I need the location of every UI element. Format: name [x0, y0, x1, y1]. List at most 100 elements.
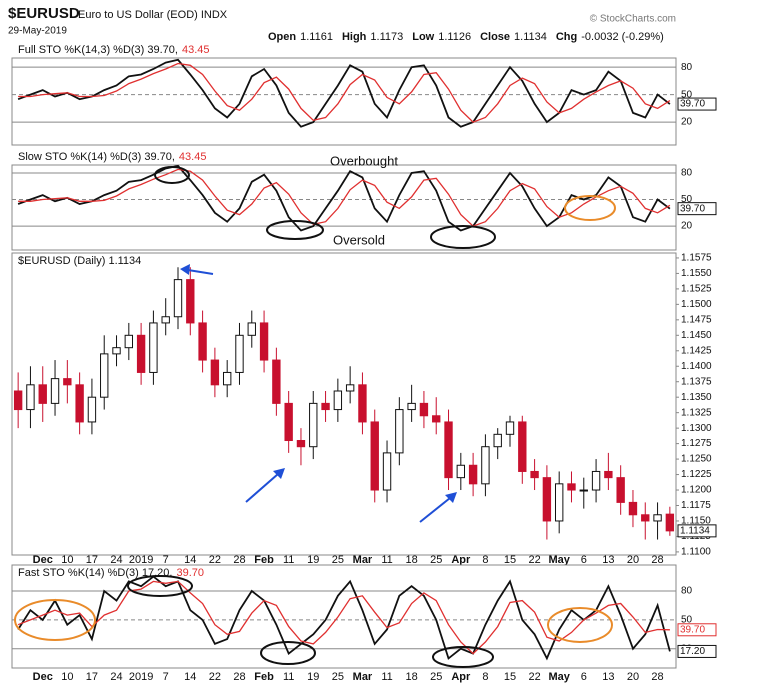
candle-body [186, 279, 195, 324]
panel-title: $EURUSD (Daily) 1.1134 [18, 255, 141, 267]
x-tick-label: 18 [406, 554, 418, 566]
candle-body [444, 421, 453, 479]
x-tick-label: Feb [254, 671, 274, 683]
candle-body [456, 464, 466, 479]
x-tick-label: 13 [602, 554, 614, 566]
y-tick-label: 1.1325 [681, 407, 712, 418]
x-tick-label: 17 [86, 671, 98, 683]
quote-label: Open [268, 31, 296, 43]
candle-body [13, 390, 23, 411]
x-tick-label: 24 [110, 671, 122, 683]
candle-body [173, 279, 183, 318]
x-tick-label: 8 [482, 554, 488, 566]
quote-label: Low [412, 31, 434, 43]
candle-body [198, 322, 207, 361]
x-tick-label: 22 [528, 671, 540, 683]
candle-body [284, 402, 293, 442]
y-tick-label: 1.1250 [681, 454, 712, 465]
credit: © StockCharts.com [590, 14, 676, 25]
candle-body [124, 334, 134, 349]
x-tick-label: May [548, 671, 570, 683]
candle-body [272, 359, 281, 404]
y-tick-label: 1.1500 [681, 299, 712, 310]
x-tick-label: 15 [504, 554, 516, 566]
y-tick-label: 1.1200 [681, 485, 712, 496]
panel-title-value: 43.45 [182, 44, 210, 56]
candle-body [653, 514, 662, 522]
candle-body [567, 483, 576, 491]
highlight [547, 607, 613, 643]
x-tick-label: 25 [430, 554, 442, 566]
x-tick-label: Dec [33, 554, 53, 566]
y-tick-label: 1.1150 [681, 516, 711, 527]
annotations [14, 166, 616, 668]
x-tick-label: 20 [627, 554, 639, 566]
panel-frame [11, 164, 677, 251]
quote-value: 1.1134 [514, 31, 547, 43]
last-value-box [677, 524, 717, 538]
highlight [154, 166, 190, 184]
candle-body [259, 322, 269, 361]
candle-body [432, 415, 441, 423]
y-tick-label: 80 [681, 586, 693, 597]
x-tick-label: 13 [602, 671, 614, 683]
quote-value: 1.1126 [438, 31, 471, 43]
x-tick-label: 19 [307, 554, 319, 566]
highlight [432, 646, 494, 668]
candle-body [419, 402, 429, 417]
candle-body [149, 322, 158, 373]
candle-body [235, 334, 244, 373]
candle-body [628, 501, 638, 516]
annotation: Overbought [330, 153, 398, 168]
panel-title: Slow STO %K(14) %D(3) 39.70, [18, 151, 175, 163]
candle-body [321, 402, 330, 411]
symbol: $EURUSD [8, 5, 80, 22]
panels: 20 50 80 Full STO %K(14,3) %D(3) 39.70, 43.4… [11, 44, 717, 683]
candle-body [505, 421, 515, 435]
x-tick-label: 7 [163, 671, 169, 683]
y-tick-label: 50 [681, 89, 693, 100]
x-tick-label: 28 [651, 554, 663, 566]
annotation: Oversold [333, 232, 385, 247]
quote-value: 1.1161 [300, 31, 333, 43]
line-series [17, 58, 671, 128]
candle-body [518, 421, 527, 472]
x-tick-label: 7 [163, 554, 169, 566]
x-tick-label: 11 [283, 554, 294, 566]
line-series [17, 164, 671, 232]
y-tick-label: 80 [681, 168, 693, 179]
candle-body [395, 409, 404, 454]
candle-body [493, 433, 502, 448]
highlight [430, 225, 496, 249]
x-tick-label: 19 [307, 671, 319, 683]
candle-body [333, 390, 343, 411]
quote-label: High [342, 31, 367, 43]
candle-body [112, 347, 121, 355]
y-tick-label: 50 [681, 615, 693, 626]
candle-body [100, 353, 109, 398]
x-tick-label: 22 [528, 554, 540, 566]
y-tick-label: 80 [681, 62, 693, 73]
y-tick-label: 1.1225 [681, 469, 712, 480]
x-tick-label: 10 [61, 671, 73, 683]
highlight [14, 599, 96, 641]
y-tick-label: 1.1275 [681, 438, 712, 449]
panel-title-value: 39.70 [176, 567, 204, 579]
last-value: 39.70 [680, 203, 705, 214]
last-value-box [677, 623, 717, 637]
x-tick-label: Dec [33, 671, 53, 683]
date: 29-May-2019 [8, 26, 67, 37]
arrows [180, 264, 457, 523]
y-tick-label: 1.1400 [681, 361, 712, 372]
x-tick-label: 20 [627, 671, 639, 683]
candle-body [63, 378, 72, 386]
last-value-box [677, 202, 717, 216]
candle-body [468, 464, 478, 485]
candle-body [87, 396, 97, 423]
x-tick-label: Feb [254, 554, 274, 566]
quote-label: Close [480, 31, 510, 43]
y-tick-label: 1.1350 [681, 392, 712, 403]
x-tick-label: 25 [332, 554, 344, 566]
candle-body [50, 378, 60, 404]
quote-value: 1.1173 [370, 31, 403, 43]
